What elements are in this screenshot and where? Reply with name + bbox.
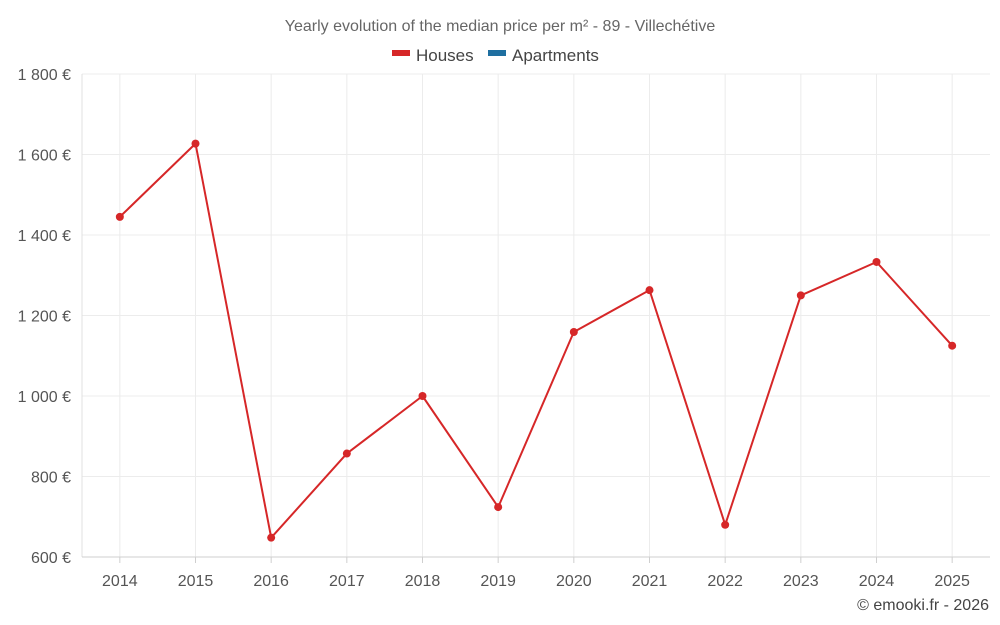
legend-label-houses: Houses [416,46,474,65]
x-tick-label: 2022 [707,573,743,590]
legend-item-apartments[interactable]: Apartments [488,46,599,65]
legend-item-houses[interactable]: Houses [392,46,474,65]
data-point [948,341,957,350]
data-point [645,286,654,295]
y-tick-label: 800 € [31,470,71,487]
data-point [267,533,276,542]
x-tick-label: 2025 [934,573,970,590]
x-tick-label: 2023 [783,573,819,590]
x-tick-label: 2024 [859,573,895,590]
y-tick-label: 1 800 € [18,67,71,84]
data-point [342,449,351,458]
credit-text: © emooki.fr - 2026 [857,597,989,614]
legend: Houses Apartments [392,46,599,65]
x-tick-label: 2018 [405,573,441,590]
y-tick-label: 1 400 € [18,228,71,245]
legend-label-apartments: Apartments [512,46,599,65]
data-point [872,257,881,266]
x-tick-label: 2017 [329,573,365,590]
series-line-houses [119,142,953,539]
y-tick-label: 600 € [31,550,71,567]
axes: 600 € 800 € 1 000 € 1 200 € 1 400 € 1 600 € 1 … [18,67,990,590]
data-point [191,139,200,148]
y-tick-label: 1 600 € [18,148,71,165]
data-point [721,520,730,529]
data-point [796,291,805,300]
legend-swatch-apartments [488,50,506,56]
x-tick-label: 2019 [480,573,516,590]
x-tick-label: 2016 [253,573,289,590]
legend-swatch-houses [392,50,410,56]
gridlines [81,73,990,558]
y-tick-label: 1 200 € [18,309,71,326]
data-point [115,212,124,221]
data-point [418,392,427,400]
series-houses [115,139,957,542]
x-tick-label: 2015 [178,573,214,590]
x-tick-label: 2021 [632,573,668,590]
chart-title: Yearly evolution of the median price per… [285,18,716,35]
data-point [569,328,578,337]
data-point [494,503,503,512]
y-tick-label: 1 000 € [18,389,71,406]
x-tick-label: 2014 [102,573,138,590]
x-tick-label: 2020 [556,573,592,590]
